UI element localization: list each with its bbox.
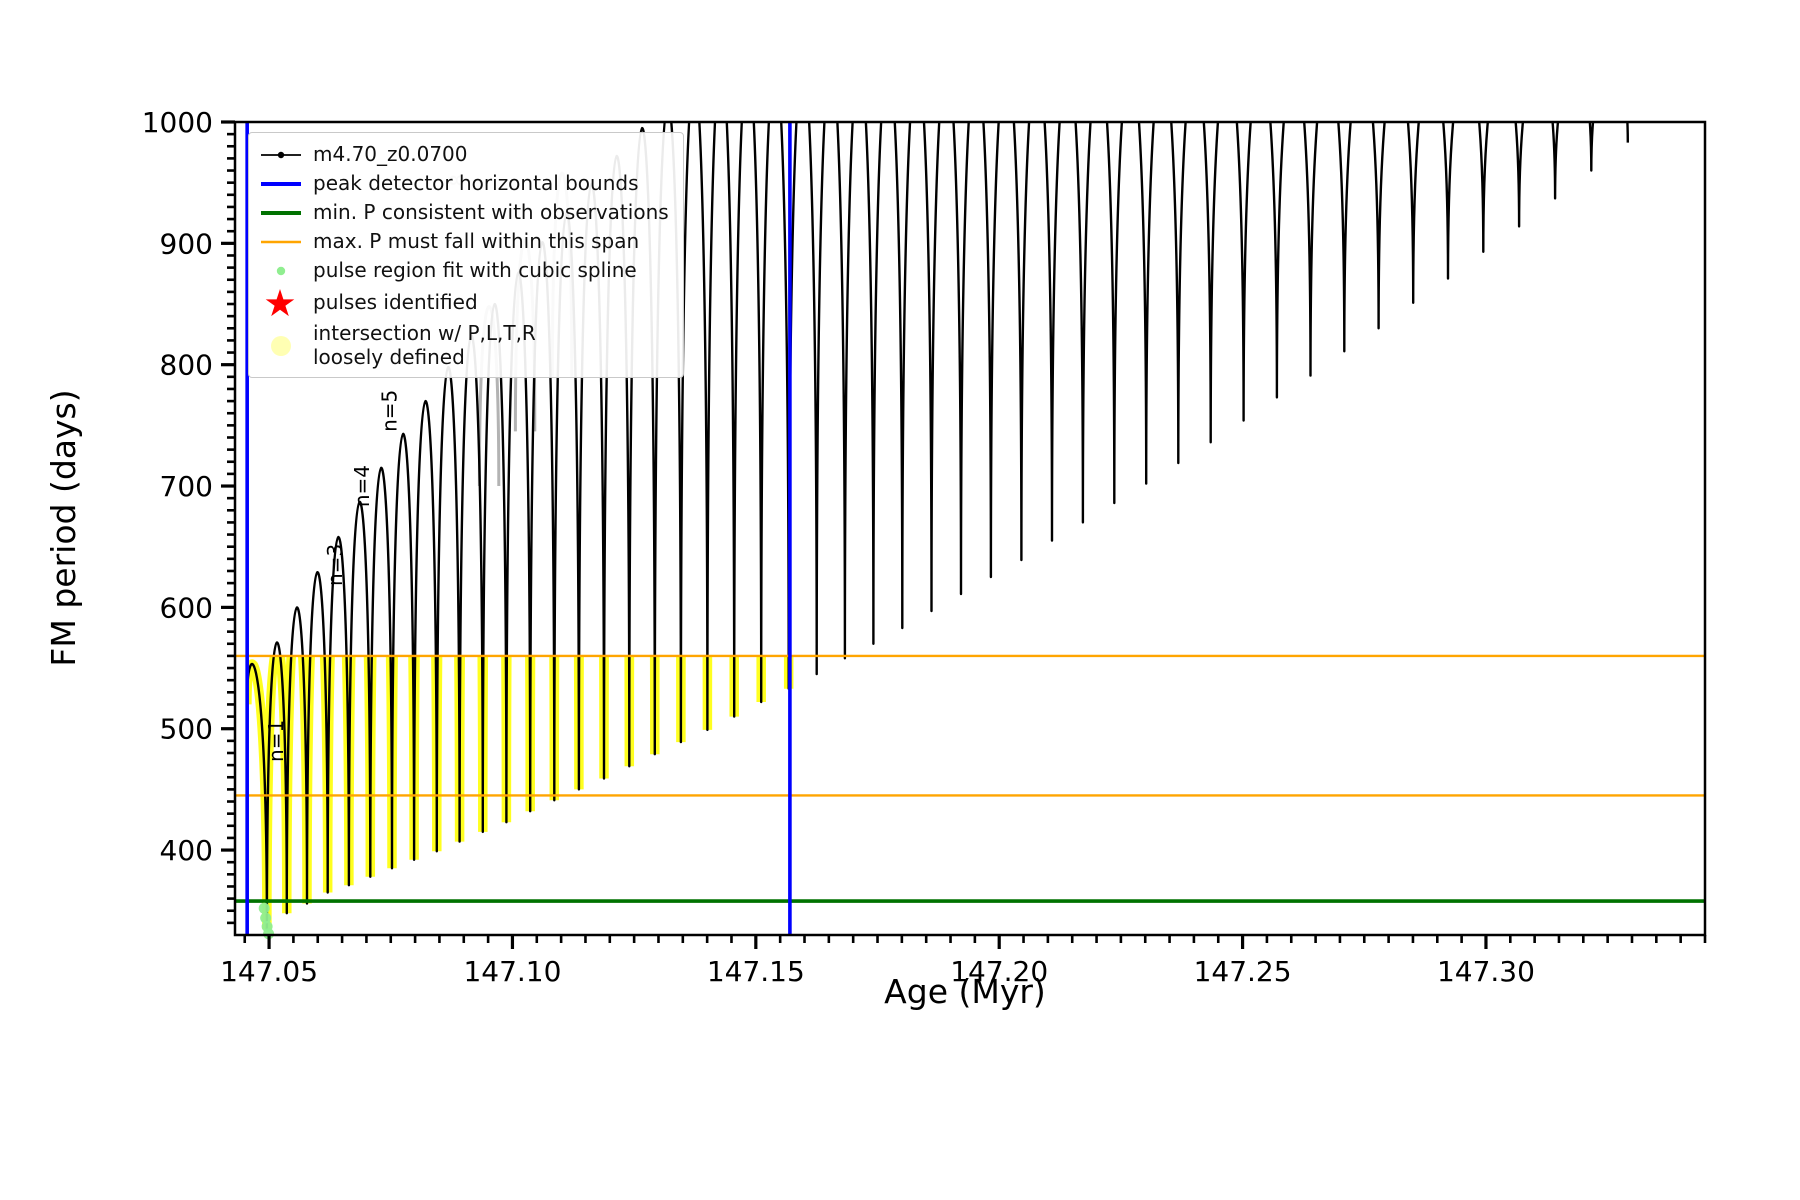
svg-text:147.25: 147.25 bbox=[1194, 955, 1292, 988]
pulse-annotation: n=1 bbox=[264, 720, 288, 762]
series-line-dot-marker bbox=[257, 144, 305, 166]
orange-line-marker bbox=[257, 231, 305, 253]
svg-text:147.30: 147.30 bbox=[1437, 955, 1535, 988]
pulse-annotation: n=4 bbox=[350, 465, 374, 507]
yellow-dot-marker bbox=[257, 331, 305, 361]
y-axis-label: FM period (days) bbox=[44, 389, 83, 667]
axes-box bbox=[233, 120, 1707, 937]
legend-item-max-p: max. P must fall within this span bbox=[257, 228, 669, 255]
legend-item-peak-bounds: peak detector horizontal bounds bbox=[257, 170, 669, 197]
legend-label: intersection w/ P,L,T,R loosely defined bbox=[313, 321, 536, 369]
legend: m4.70_z0.0700 peak detector horizontal b… bbox=[248, 132, 684, 379]
red-star-icon bbox=[257, 286, 305, 320]
svg-text:147.20: 147.20 bbox=[950, 955, 1048, 988]
svg-text:700: 700 bbox=[160, 470, 213, 503]
legend-item-series: m4.70_z0.0700 bbox=[257, 141, 669, 168]
legend-label: min. P consistent with observations bbox=[313, 199, 669, 224]
svg-text:147.05: 147.05 bbox=[220, 955, 318, 988]
svg-text:600: 600 bbox=[160, 591, 213, 624]
pulse-annotation: n=3 bbox=[323, 544, 347, 586]
svg-text:400: 400 bbox=[160, 834, 213, 867]
svg-text:147.15: 147.15 bbox=[707, 955, 805, 988]
legend-item-pulses: pulses identified bbox=[257, 286, 669, 320]
legend-item-spline: pulse region fit with cubic spline bbox=[257, 257, 669, 284]
green-dot-marker bbox=[257, 260, 305, 282]
blue-line-marker bbox=[257, 173, 305, 195]
x-axis-label: Age (Myr) bbox=[884, 972, 1046, 1011]
legend-item-intersection: intersection w/ P,L,T,R loosely defined bbox=[257, 321, 669, 369]
svg-text:147.10: 147.10 bbox=[463, 955, 561, 988]
axis-ticks: 147.05 147.10 147.15 147.20 147.25 147.30 400 5… bbox=[142, 106, 1707, 988]
svg-text:900: 900 bbox=[160, 227, 213, 260]
svg-text:500: 500 bbox=[160, 713, 213, 746]
legend-label: m4.70_z0.0700 bbox=[313, 141, 468, 166]
legend-label: pulse region fit with cubic spline bbox=[313, 257, 637, 282]
legend-label: pulses identified bbox=[313, 290, 478, 315]
svg-text:800: 800 bbox=[160, 349, 213, 382]
svg-text:1000: 1000 bbox=[142, 106, 213, 139]
legend-item-min-p: min. P consistent with observations bbox=[257, 199, 669, 226]
green-line-marker bbox=[257, 202, 305, 224]
legend-label: peak detector horizontal bounds bbox=[313, 170, 639, 195]
legend-label: max. P must fall within this span bbox=[313, 228, 640, 253]
pulse-annotation: n=5 bbox=[378, 390, 402, 432]
